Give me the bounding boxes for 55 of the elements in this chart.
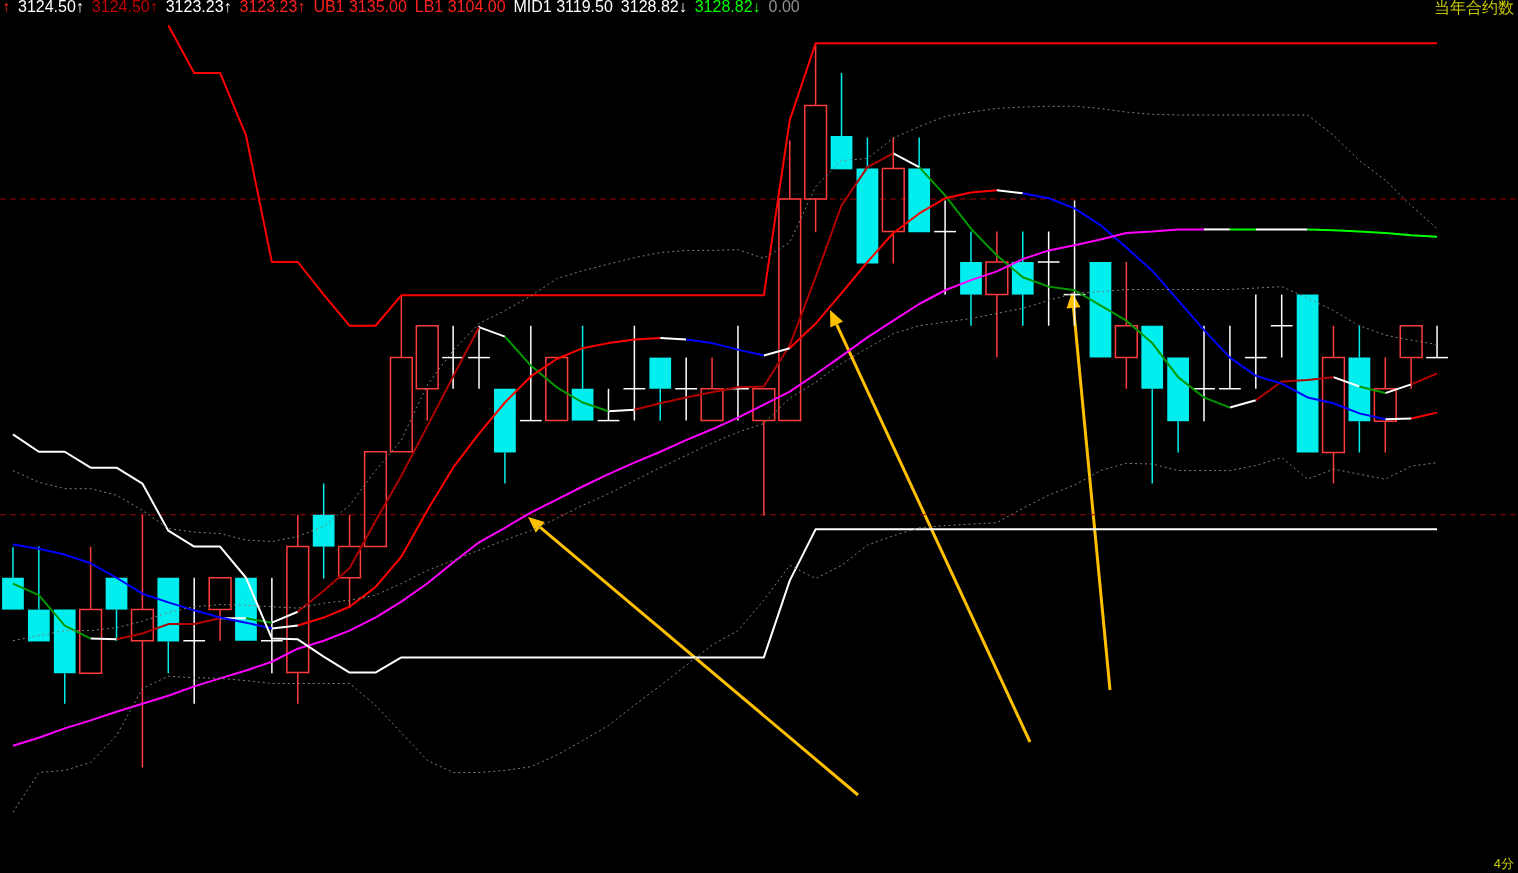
candlestick <box>1062 199 1087 327</box>
candlestick <box>1321 324 1346 485</box>
candlestick <box>415 324 439 422</box>
candlestick <box>494 388 516 485</box>
candlestick <box>596 387 621 422</box>
candlestick <box>27 545 50 642</box>
candlestick <box>1399 324 1423 390</box>
candlestick <box>856 136 879 264</box>
text: 3123.23↑ <box>165 0 232 15</box>
text: 4分 <box>1493 856 1514 871</box>
candlestick <box>519 324 543 422</box>
text: 3123.23↑ <box>239 0 306 15</box>
candlestick <box>182 577 206 705</box>
candlestick <box>1192 324 1216 423</box>
candlestick <box>881 136 905 265</box>
candlestick <box>1270 293 1294 359</box>
text: UB1 3135.00 <box>313 0 407 15</box>
candlestick <box>467 324 491 390</box>
candlestick <box>157 577 180 675</box>
text: 3128.82↓ <box>694 0 761 15</box>
candlestick <box>649 357 672 422</box>
candlestick <box>1244 293 1268 390</box>
candlestick <box>79 545 103 675</box>
candlestick <box>908 136 931 233</box>
candlestick <box>1218 324 1242 390</box>
candlestick <box>752 387 776 517</box>
candlestick <box>286 513 310 705</box>
candlestick <box>1141 325 1164 485</box>
candlestick <box>105 577 128 642</box>
candlestick <box>778 139 802 422</box>
candlestick <box>312 482 335 580</box>
text: 3124.50↑ <box>18 0 84 15</box>
candlestick <box>1373 356 1397 454</box>
text: ↑ <box>2 0 10 15</box>
candlestick <box>389 294 413 453</box>
candlestick <box>208 577 232 642</box>
candlestick <box>700 356 724 422</box>
candlestick <box>130 513 155 769</box>
text: 3124.50↑ <box>91 0 158 15</box>
text: LB1 3104.00 <box>414 0 506 15</box>
candlestick <box>1011 230 1034 327</box>
candlestick <box>571 324 594 421</box>
candlestick <box>830 72 853 170</box>
candlestick <box>674 356 698 422</box>
candlestick <box>1167 357 1189 454</box>
candlestick <box>960 230 982 327</box>
candlestick <box>1425 324 1449 359</box>
candlestick <box>1114 261 1138 390</box>
candlestick <box>53 609 76 705</box>
text: 0.00 <box>768 0 800 15</box>
text: MID1 3119.50 <box>513 0 613 15</box>
candlestick <box>933 199 957 296</box>
text: 当年合约数 <box>1434 0 1514 16</box>
text: 3128.82↓ <box>620 0 687 15</box>
candlestick <box>2 546 24 610</box>
